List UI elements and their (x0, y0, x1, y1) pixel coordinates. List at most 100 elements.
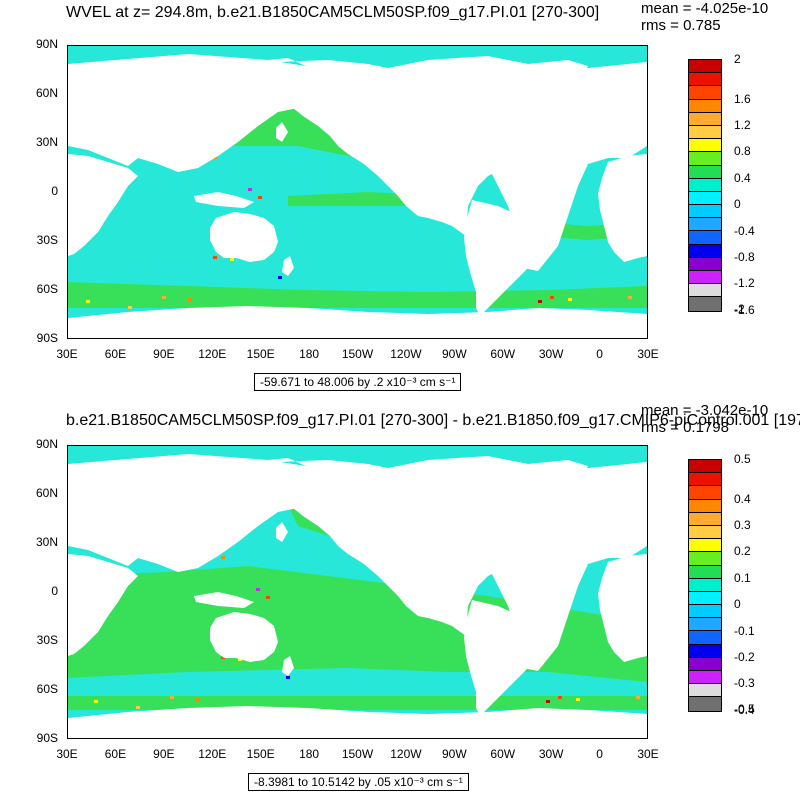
land-madagascar (643, 232, 647, 250)
land-new-zealand (282, 656, 294, 676)
colorbar-label: 2 (734, 52, 741, 66)
intense-value-patch (266, 596, 270, 599)
intense-value-patch (550, 296, 554, 299)
intense-value-patch (136, 706, 140, 709)
colorbar-label: 0.2 (734, 544, 751, 559)
lat-tick-label: 30S (36, 233, 58, 247)
colorbar-swatch (689, 271, 721, 285)
lon-tick-label: 120E (198, 347, 227, 361)
lat-tick-label: 30N (35, 135, 58, 149)
intense-value-patch (278, 276, 282, 279)
lat-tick-label: 30S (36, 633, 58, 647)
lon-tick-label: 150W (341, 747, 374, 761)
positive-anomaly-region (68, 282, 647, 308)
colorbar-label: -0.2 (734, 650, 755, 664)
ocean-map (68, 46, 647, 338)
colorbar-label: 1.2 (734, 118, 751, 132)
intense-value-patch (576, 698, 580, 701)
colorbar-swatch (689, 60, 721, 74)
lon-tick-label: 150W (341, 347, 374, 361)
panel-title: WVEL at z= 294.8m, b.e21.B1850CAM5CLM50S… (66, 4, 600, 21)
lat-tick-label: 60N (35, 486, 58, 500)
colorbar-swatch (689, 178, 721, 192)
lat-tick-label: 60S (36, 282, 58, 296)
colorbar-label: -0.4 (734, 702, 755, 717)
colorbar-swatch (689, 125, 721, 140)
lat-tick-label: 0 (51, 584, 58, 598)
colorbar-swatch (689, 284, 721, 298)
colorbar-label: 1.6 (734, 91, 751, 106)
intense-value-patch (170, 696, 174, 699)
land-japan (276, 522, 288, 542)
colorbar-swatch (689, 657, 721, 671)
land-greenland (528, 460, 588, 492)
lon-tick-label: 90W (441, 747, 467, 761)
land-africa-east (598, 154, 647, 262)
stats-block: mean = -3.042e-10 rms = 0.1798 (641, 402, 768, 436)
land-antarctica (68, 306, 647, 338)
colorbar-swatch (689, 191, 721, 206)
colorbar-swatch (689, 499, 721, 513)
intense-value-patch (286, 676, 290, 679)
colorbar-swatch (689, 565, 721, 579)
colorbar-label: 0.5 (734, 452, 751, 466)
colorbar-swatch (689, 671, 721, 685)
colorbar-label: -0.3 (734, 676, 755, 691)
land-indonesia (194, 192, 254, 208)
land-south-america (464, 600, 544, 716)
panel-bottom: b.e21.B1850CAM5CLM50SP.f09_g17.PI.01 [27… (0, 400, 800, 800)
lon-tick-label: 120E (198, 747, 227, 761)
intense-value-patch (546, 700, 550, 703)
land-indonesia (194, 592, 254, 608)
lon-tick-label: 180 (299, 747, 320, 761)
lat-tick-label: 90N (35, 437, 58, 451)
land-japan (276, 122, 288, 142)
colorbar-swatch (689, 86, 721, 100)
colorbar-swatch (689, 486, 721, 500)
land-antarctica (68, 706, 647, 738)
lon-tick-label: 120W (390, 747, 422, 761)
lon-tick-label: 30E (637, 347, 659, 361)
lat-tick-label: 0 (51, 184, 58, 198)
land-new-zealand (282, 256, 294, 276)
intense-value-patch (213, 256, 217, 259)
land-africa (68, 154, 138, 256)
land-north-america (228, 58, 542, 236)
colorbar-swatch (689, 644, 721, 658)
lat-tick-label: 90N (35, 37, 58, 51)
stats-block: mean = -4.025e-10 rms = 0.785 (641, 0, 768, 34)
colorbar-swatch (689, 512, 721, 526)
colorbar-swatch (689, 539, 721, 553)
colorbar-label: -1.2 (734, 276, 755, 291)
colorbar-label: -0.8 (734, 250, 755, 264)
lon-tick-label: 60W (490, 347, 516, 361)
intense-value-patch (230, 258, 234, 261)
lon-tick-label: 90E (153, 747, 175, 761)
land-eurasia-africa (68, 54, 647, 271)
intense-value-patch (196, 698, 200, 701)
lon-tick-label: 30E (56, 747, 78, 761)
land-africa (68, 554, 138, 656)
intense-value-patch (221, 656, 225, 659)
lon-tick-label: 0 (596, 347, 603, 361)
map-frame (67, 45, 648, 339)
land-greenland (528, 60, 588, 92)
land-eurasia-africa (68, 454, 647, 671)
colorbar-label: -2 (734, 301, 745, 316)
lat-tick-label: 90S (36, 331, 58, 345)
intense-value-patch (256, 588, 260, 591)
lon-tick-label: 60E (104, 347, 127, 361)
colorbar-swatch (689, 99, 721, 113)
positive-anomaly-region (68, 696, 647, 710)
mean-stat: mean = -4.025e-10 (641, 0, 769, 17)
intense-value-patch (128, 306, 132, 309)
colorbar-label: 0.3 (734, 518, 751, 532)
colorbar-label: 0.4 (734, 170, 751, 185)
colorbar-label: -0.5 (734, 701, 755, 716)
colorbar-swatch (689, 205, 721, 219)
lon-tick-label: 90W (441, 347, 467, 361)
colorbar-swatch (689, 244, 721, 258)
lat-tick-label: 60S (36, 682, 58, 696)
intense-value-patch (628, 296, 632, 299)
lon-tick-label: 30W (538, 747, 564, 761)
